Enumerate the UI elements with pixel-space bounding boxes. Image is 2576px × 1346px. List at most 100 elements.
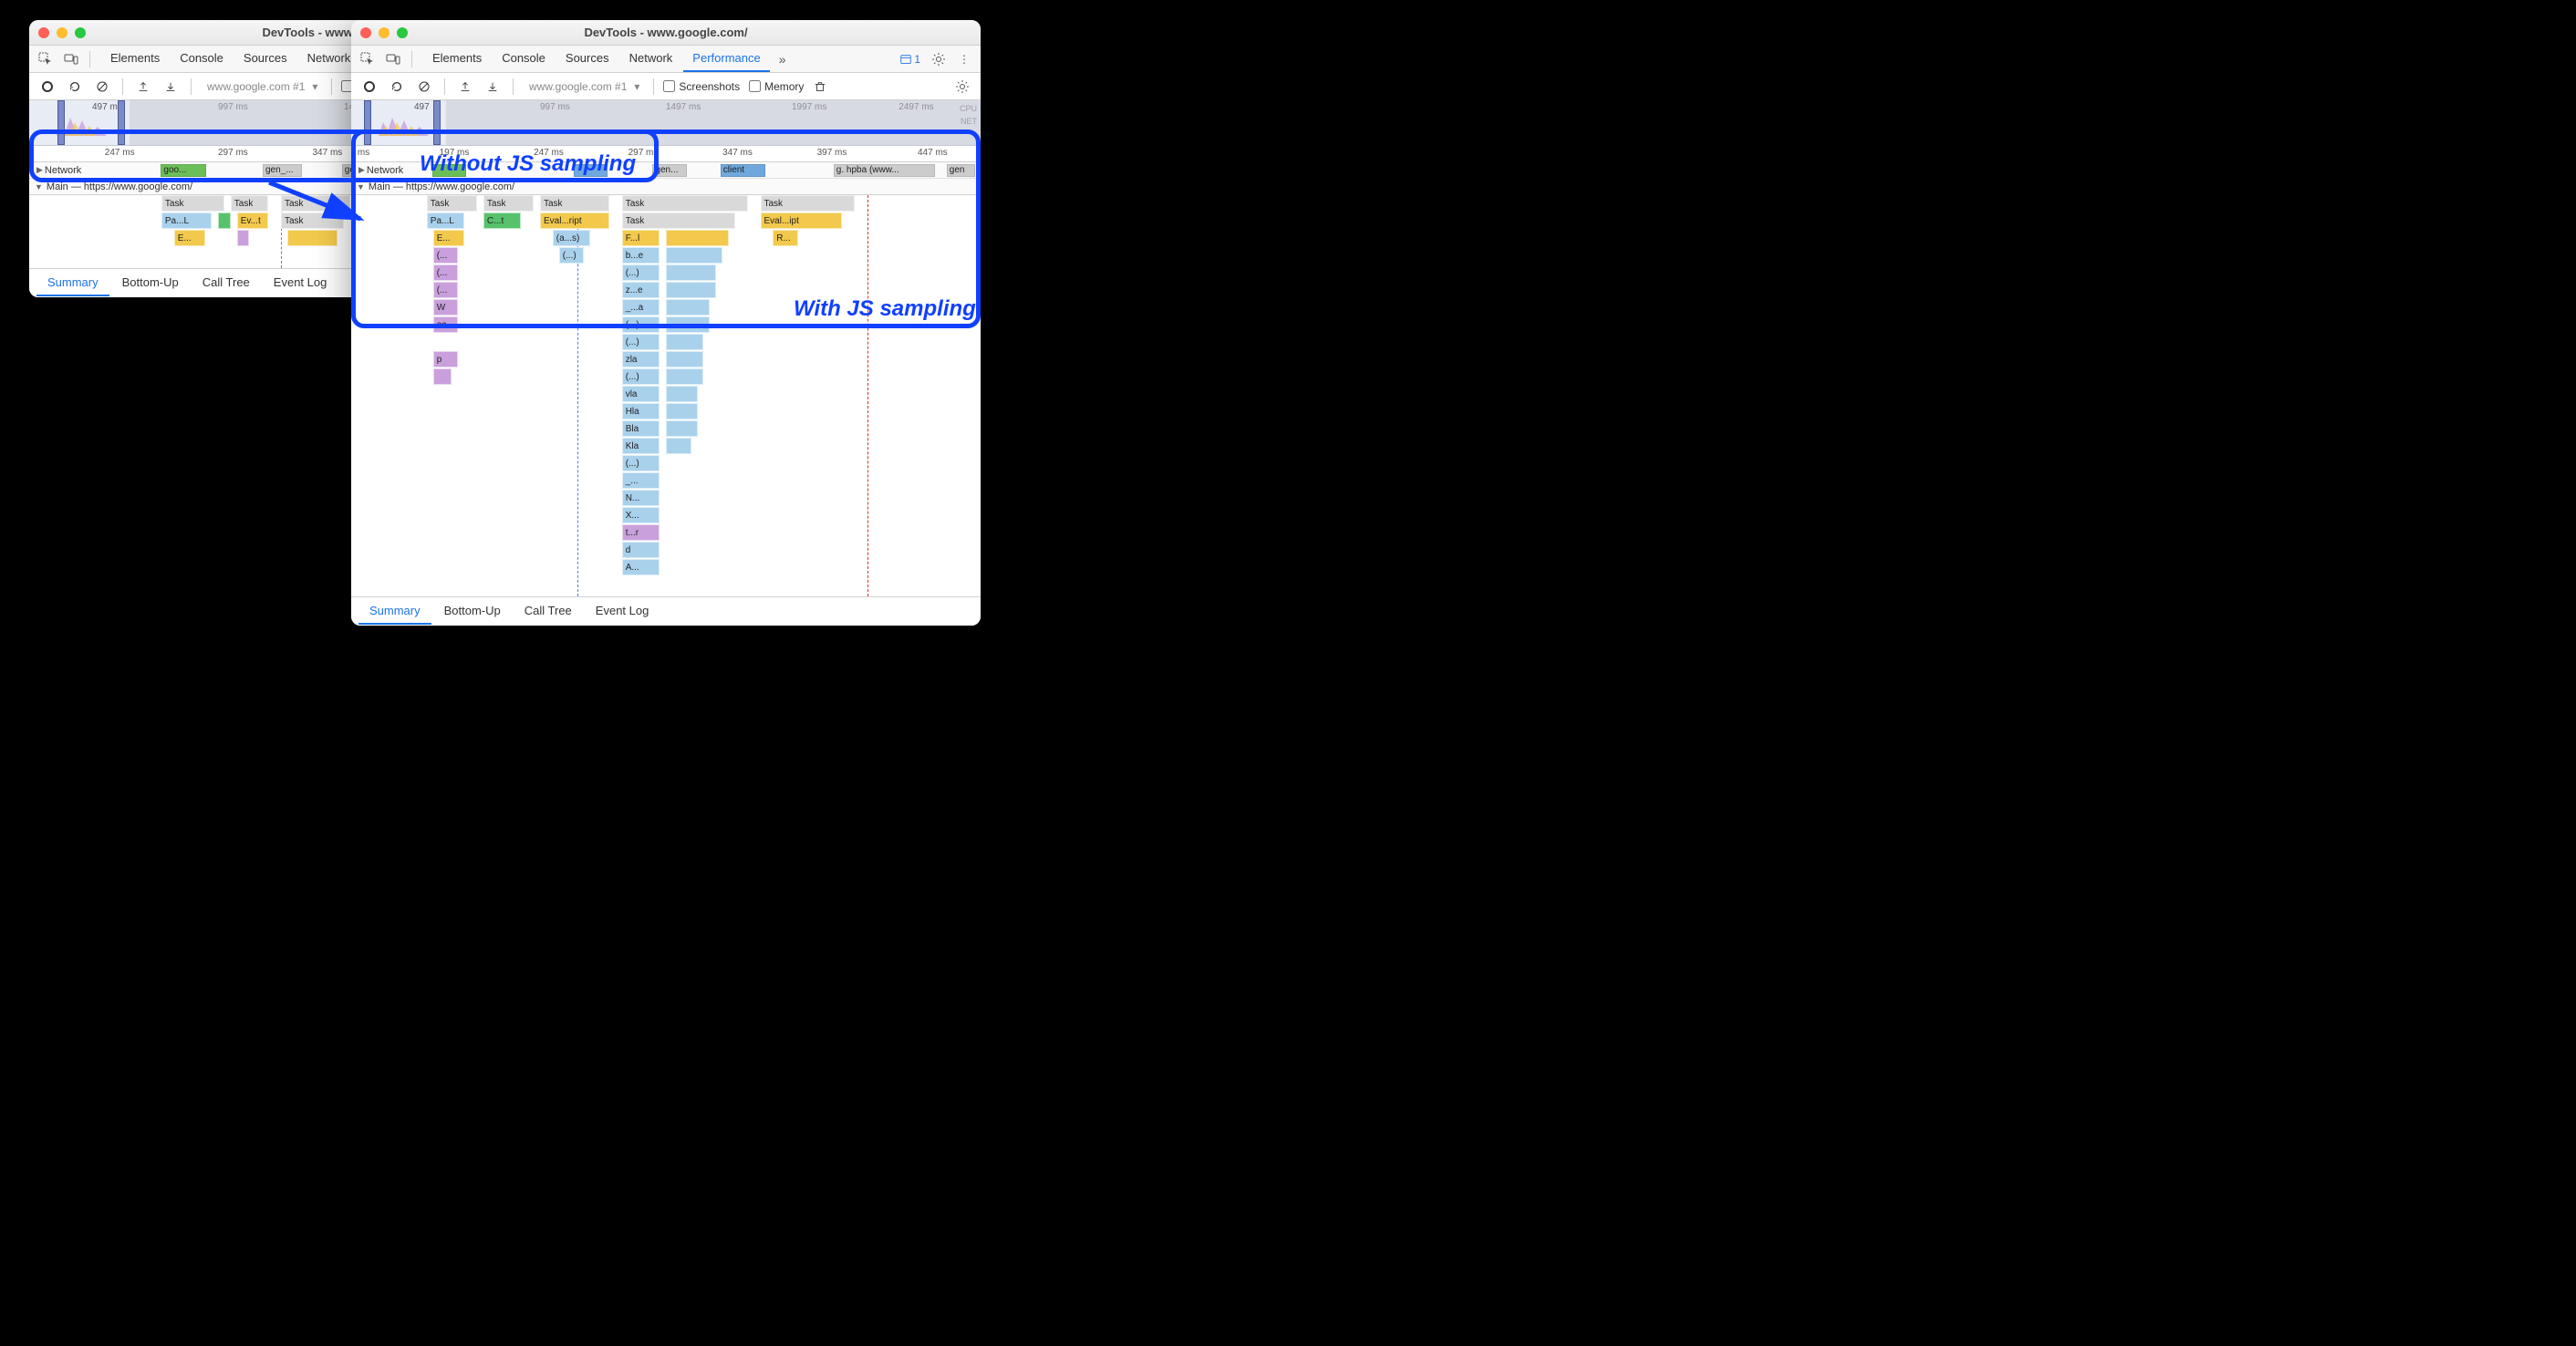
download-icon[interactable] (482, 76, 504, 98)
flame-frame[interactable] (666, 282, 716, 298)
flame-frame[interactable] (666, 438, 691, 454)
flame-frame[interactable]: Task (622, 212, 735, 229)
checkbox-screenshots[interactable]: Screenshots (663, 80, 740, 93)
flame-frame[interactable]: A... (622, 559, 660, 575)
flame-frame[interactable]: (a...s) (553, 230, 590, 246)
flame-frame[interactable]: W (433, 299, 459, 316)
flame-frame[interactable] (666, 420, 698, 437)
flame-frame[interactable]: _... (622, 472, 660, 489)
network-request[interactable]: g. hpba (www... (834, 164, 936, 177)
reload-icon[interactable] (64, 76, 86, 98)
timeline-overview[interactable]: 497997 ms1497 ms1997 ms2497 ms CPUNET (351, 100, 981, 146)
details-tab-call-tree[interactable]: Call Tree (192, 270, 261, 296)
reload-icon[interactable] (386, 76, 408, 98)
flame-frame[interactable] (433, 368, 452, 385)
network-request[interactable]: client (721, 164, 766, 177)
clear-icon[interactable] (91, 76, 113, 98)
details-tab-event-log[interactable]: Event Log (585, 598, 660, 625)
flame-frame[interactable]: p (433, 351, 459, 368)
upload-icon[interactable] (132, 76, 154, 98)
flame-frame[interactable]: Task (540, 195, 609, 212)
panel-tab-console[interactable]: Console (493, 46, 555, 72)
network-request[interactable]: gen (947, 164, 975, 177)
panel-tab-network[interactable]: Network (620, 46, 682, 72)
upload-icon[interactable] (454, 76, 476, 98)
flame-frame[interactable]: Bla (622, 420, 660, 437)
network-request[interactable]: gen_... (263, 164, 302, 177)
flame-frame[interactable] (218, 212, 231, 229)
flame-frame[interactable]: (...) (622, 455, 660, 471)
flame-frame[interactable]: Task (161, 195, 224, 212)
flame-frame[interactable]: (...) (622, 316, 660, 333)
flame-frame[interactable]: zla (622, 351, 660, 368)
flame-frame[interactable]: (... (433, 247, 459, 264)
issues-badge[interactable]: 1 (896, 53, 924, 66)
overview-handle[interactable] (364, 100, 371, 145)
details-tab-bottom-up[interactable]: Bottom-Up (433, 598, 512, 625)
flame-frame[interactable]: Task (231, 195, 268, 212)
flame-frame[interactable]: (... (433, 282, 459, 298)
recording-select[interactable]: www.google.com #1 (201, 78, 322, 96)
overview-handle[interactable] (57, 100, 65, 145)
flame-frame[interactable]: _...a (622, 299, 660, 316)
flame-frame[interactable]: E... (174, 230, 206, 246)
main-thread-header[interactable]: ▼Main — https://www.google.com/ (351, 179, 981, 195)
flame-frame[interactable]: (...) (622, 334, 660, 350)
network-request[interactable]: gen... (652, 164, 686, 177)
collect-garbage-icon[interactable] (809, 76, 831, 98)
panel-tab-sources[interactable]: Sources (556, 46, 618, 72)
flame-frame[interactable]: (... (433, 264, 459, 281)
flame-frame[interactable]: N... (622, 490, 660, 506)
flame-frame[interactable] (666, 403, 698, 419)
flame-frame[interactable]: ea (433, 316, 459, 333)
flame-frame[interactable]: vla (622, 386, 660, 402)
panel-tab-elements[interactable]: Elements (423, 46, 491, 72)
record-icon[interactable] (358, 76, 380, 98)
panel-tab-performance[interactable]: Performance (683, 46, 769, 72)
settings-icon[interactable] (928, 48, 950, 70)
flame-frame[interactable] (666, 264, 716, 281)
more-tabs-icon[interactable]: » (774, 52, 792, 67)
checkbox-memory[interactable]: Memory (749, 80, 804, 93)
flame-frame[interactable]: (...) (559, 247, 585, 264)
flame-frame[interactable]: Pa...L (161, 212, 212, 229)
flame-frame[interactable]: R... (773, 230, 798, 246)
flame-frame[interactable]: z...e (622, 282, 660, 298)
details-tab-summary[interactable]: Summary (358, 598, 431, 625)
flame-frame[interactable] (666, 230, 729, 246)
flame-frame[interactable] (237, 230, 250, 246)
flame-frame[interactable] (666, 299, 710, 316)
kebab-icon[interactable]: ⋮ (953, 48, 975, 70)
details-tab-bottom-up[interactable]: Bottom-Up (111, 270, 190, 296)
flame-frame[interactable]: Ev...t (237, 212, 269, 229)
details-tab-event-log[interactable]: Event Log (263, 270, 338, 296)
flame-frame[interactable] (666, 368, 703, 385)
flame-chart[interactable]: TaskTaskTaskTaskTaskPa...LC...tEval...ri… (351, 195, 981, 596)
network-request[interactable]: goo... (161, 164, 206, 177)
panel-tab-sources[interactable]: Sources (234, 46, 296, 72)
panel-tab-elements[interactable]: Elements (101, 46, 169, 72)
inspect-icon[interactable] (357, 48, 379, 70)
device-icon[interactable] (60, 48, 82, 70)
flame-frame[interactable]: Pa...L (427, 212, 464, 229)
flame-frame[interactable]: X... (622, 507, 660, 523)
clear-icon[interactable] (413, 76, 435, 98)
flame-frame[interactable] (666, 247, 722, 264)
flame-frame[interactable]: (...) (622, 368, 660, 385)
details-tab-call-tree[interactable]: Call Tree (514, 598, 583, 625)
flame-frame[interactable]: Eval...ript (540, 212, 609, 229)
flame-frame[interactable]: Eval...ipt (761, 212, 843, 229)
flame-frame[interactable]: t...r (622, 524, 660, 541)
record-icon[interactable] (36, 76, 58, 98)
overview-handle[interactable] (433, 100, 441, 145)
flame-frame[interactable] (666, 351, 703, 368)
flame-frame[interactable]: Task (427, 195, 477, 212)
flame-frame[interactable]: Task (622, 195, 748, 212)
capture-settings-icon[interactable] (951, 76, 973, 98)
device-icon[interactable] (382, 48, 404, 70)
flame-frame[interactable]: Kla (622, 438, 660, 454)
flame-frame[interactable] (666, 386, 698, 402)
flame-frame[interactable]: F...l (622, 230, 660, 246)
flame-frame[interactable]: d (622, 542, 660, 558)
inspect-icon[interactable] (35, 48, 57, 70)
